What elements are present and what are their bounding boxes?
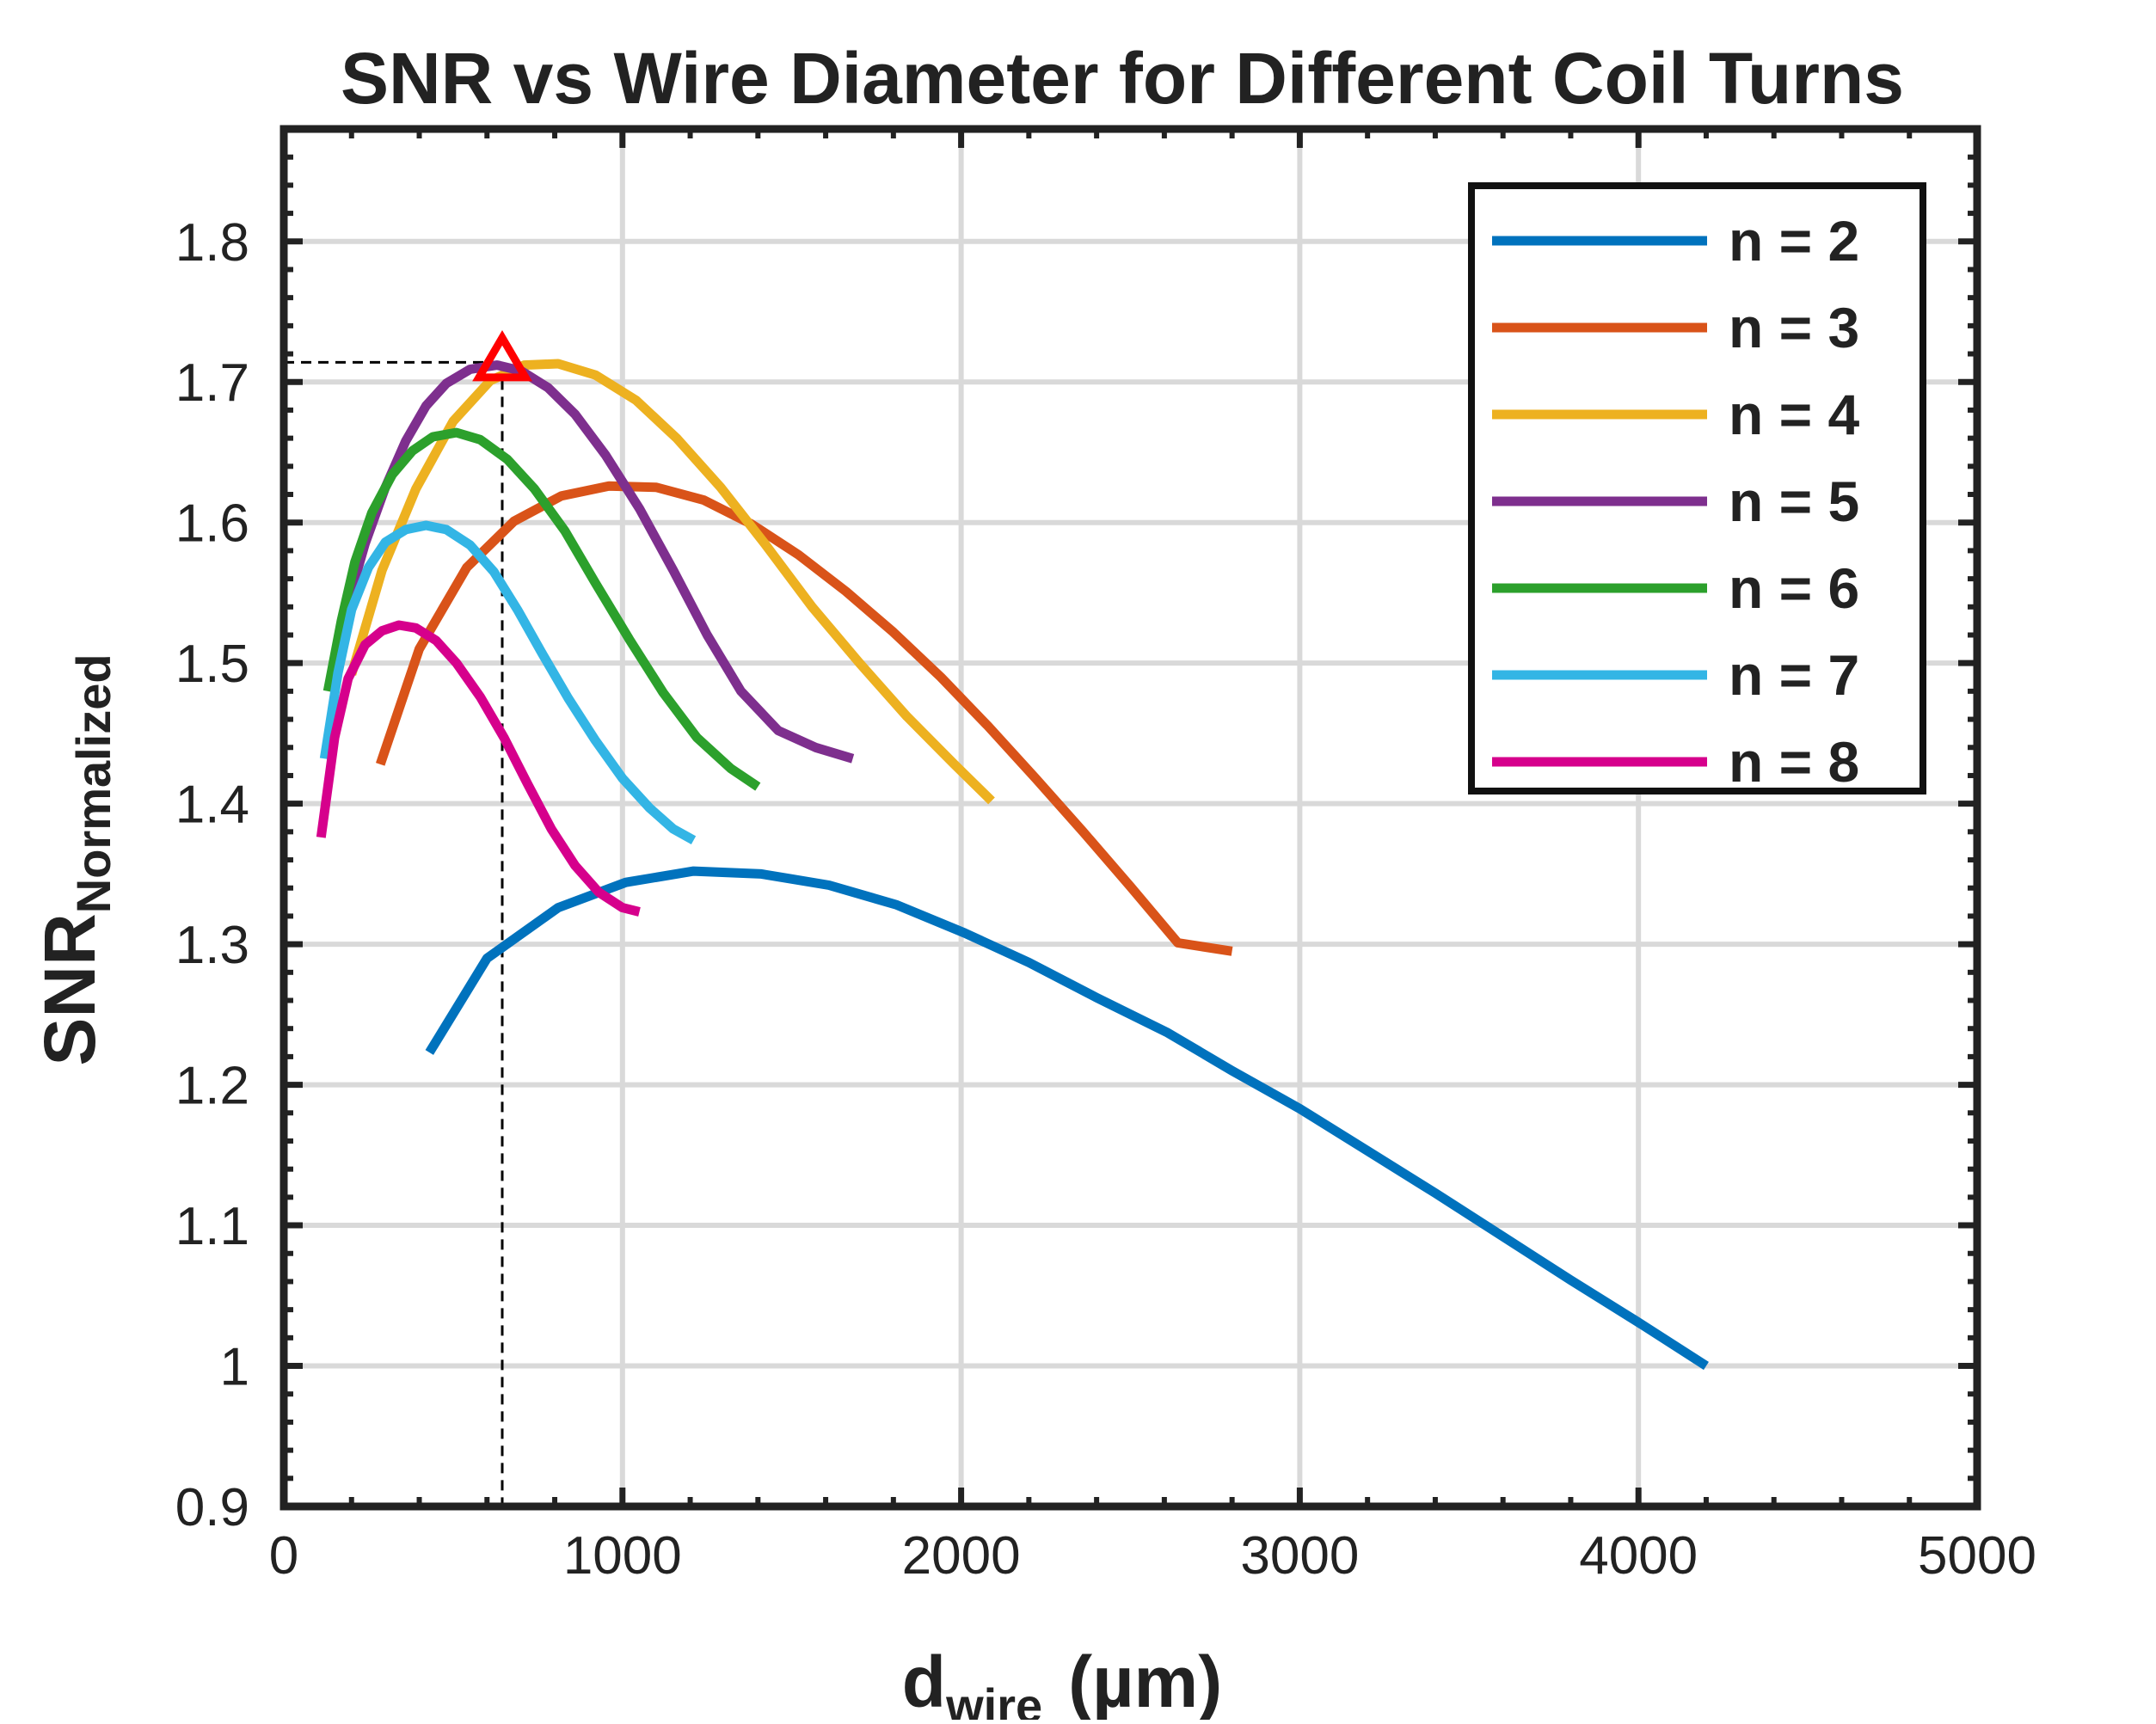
legend-label: n = 5 [1729, 469, 1859, 533]
x-axis-label: dwire (µm) [902, 1641, 1222, 1720]
y-tick-label: 1.3 [175, 916, 249, 975]
series-line-n2 [425, 866, 1709, 1371]
y-tick-label: 1.1 [175, 1197, 249, 1256]
y-tick-label: 1.2 [175, 1057, 249, 1116]
y-tick-label: 1.5 [175, 635, 249, 694]
y-axis-label: SNRNormalized [29, 653, 120, 1065]
legend-items: n = 2 n = 3 n = 4 n = 5 n = 6 n = 7 n = 8 [1492, 209, 1860, 794]
chart-title: SNR vs Wire Diameter for Different Coil … [341, 38, 1904, 119]
series-line-n7 [319, 520, 697, 845]
legend: n = 2 n = 3 n = 4 n = 5 n = 6 n = 7 n = 8 [1468, 182, 1926, 795]
series-layer [316, 359, 1709, 1371]
y-tick-label: 1 [220, 1338, 249, 1397]
series-line-n8 [316, 620, 641, 917]
x-tick-label: 4000 [1579, 1526, 1698, 1586]
legend-label: n = 8 [1729, 730, 1859, 794]
y-axis-label-subscript: Normalized [66, 653, 120, 913]
legend-label: n = 7 [1729, 643, 1859, 707]
legend-box [1468, 182, 1926, 795]
tick-layer [280, 129, 1981, 1510]
x-tick-label: 5000 [1918, 1526, 2036, 1586]
series-line-n4 [347, 359, 995, 805]
optimum-marker [472, 329, 532, 382]
legend-label: n = 4 [1729, 383, 1860, 446]
legend-label: n = 6 [1729, 556, 1859, 620]
reference-lines [284, 360, 504, 1506]
legend-label: n = 3 [1729, 296, 1859, 359]
x-tick-label: 3000 [1240, 1526, 1359, 1586]
plot-frame [279, 125, 1981, 1511]
x-axis-label-unit: (µm) [1068, 1641, 1222, 1720]
x-tick-label: 0 [269, 1526, 298, 1586]
y-tick-label: 1.4 [175, 776, 249, 835]
tick-label-layer: 0 1000 2000 3000 4000 5000 0.9 1 1.1 1.2 1.3 1.4 1.5… [175, 213, 2036, 1586]
x-axis-label-subscript: wire [945, 1678, 1042, 1720]
y-tick-label: 1.7 [175, 353, 249, 413]
series-line-n3 [375, 481, 1233, 956]
y-tick-label: 1.6 [175, 494, 249, 554]
x-tick-label: 1000 [563, 1526, 682, 1586]
y-tick-label: 0.9 [175, 1478, 249, 1537]
y-tick-label: 1.8 [175, 213, 249, 273]
y-axis-label-main: SNR [29, 913, 110, 1065]
x-axis-label-main: d [902, 1641, 946, 1720]
marker-layer [472, 329, 532, 382]
legend-label: n = 2 [1729, 209, 1859, 273]
x-tick-label: 2000 [902, 1526, 1021, 1586]
series-line-n6 [322, 427, 761, 791]
